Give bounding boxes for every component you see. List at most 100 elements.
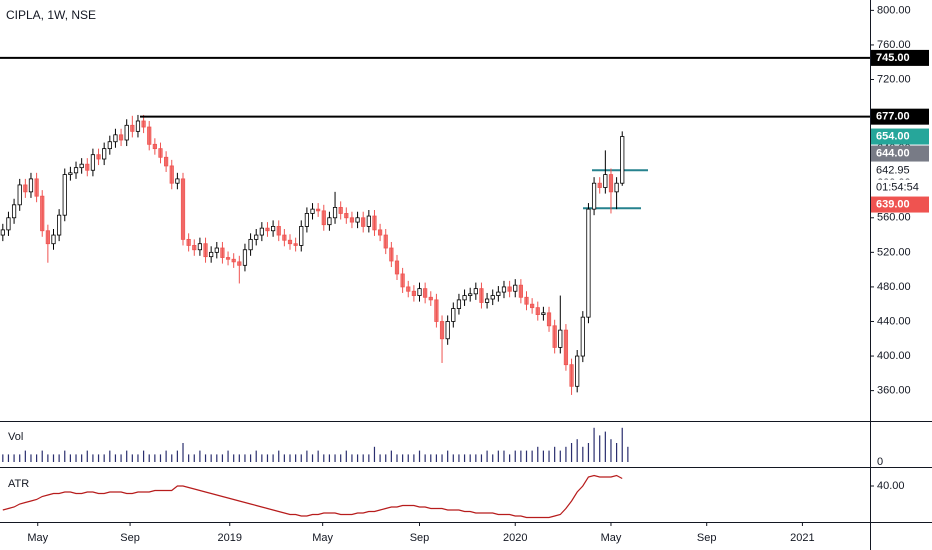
candle-body — [316, 208, 321, 212]
volume-bar — [407, 454, 409, 462]
x-tick-label: Sep — [697, 532, 717, 544]
candle-body — [591, 182, 597, 210]
candle-body — [175, 178, 180, 184]
volume-bar — [368, 454, 370, 462]
candle-body — [254, 234, 259, 240]
candle-body — [276, 226, 281, 236]
candle-body — [147, 126, 152, 145]
level-badge — [871, 108, 929, 125]
volume-bar — [351, 454, 353, 462]
volume-bar — [204, 454, 207, 462]
volume-bar — [452, 454, 454, 462]
candle-body — [51, 234, 56, 245]
candle-body — [479, 288, 484, 303]
candle-body — [558, 329, 563, 348]
candle-body — [377, 229, 383, 236]
candle-body — [608, 174, 614, 193]
candle-body — [394, 260, 400, 275]
candle-body — [141, 120, 146, 128]
candle-body — [349, 217, 355, 223]
candle-body — [586, 208, 591, 318]
candle-body — [265, 227, 270, 232]
volume-bar — [7, 454, 10, 462]
candle-body — [310, 208, 315, 214]
candle-body — [321, 210, 326, 226]
candle-body — [428, 296, 433, 301]
y-tick-label: 560.00 — [877, 212, 911, 224]
candle-body — [271, 226, 276, 232]
candle-body — [45, 230, 50, 245]
volume-bar — [244, 454, 246, 462]
volume-bar — [75, 454, 77, 462]
y-tick-label: 480.00 — [877, 281, 911, 293]
candle-body — [180, 178, 186, 240]
volume-bar — [126, 450, 128, 462]
candle-body — [209, 251, 214, 258]
candle-body — [507, 286, 512, 292]
candle-body — [620, 136, 625, 184]
candle-body — [102, 148, 107, 160]
volume-bar — [379, 454, 381, 462]
candle-body — [220, 247, 225, 258]
y-tick-label: 720.00 — [877, 73, 911, 85]
volume-bar — [142, 450, 145, 462]
volume-bar — [593, 427, 595, 462]
volume-bar — [261, 454, 263, 462]
price-label: 01:54:54 — [876, 181, 919, 193]
volume-bar — [469, 454, 471, 462]
candle-body — [597, 182, 602, 188]
volume-bar — [227, 450, 229, 462]
atr-label: ATR — [8, 478, 29, 490]
volume-bar — [537, 446, 539, 462]
candle-body — [79, 163, 84, 169]
candle-body — [164, 156, 169, 167]
candle-body — [524, 296, 529, 305]
candle-body — [96, 154, 101, 160]
candle-body — [282, 234, 287, 241]
candle-body — [400, 273, 405, 288]
volume-bar — [627, 446, 629, 462]
volume-tick-label: 0 — [877, 456, 883, 468]
volume-bar — [165, 450, 167, 462]
volume-bar — [188, 454, 190, 462]
volume-bar — [154, 454, 156, 462]
candle-body — [569, 364, 574, 387]
volume-bar — [514, 450, 516, 462]
volume-bar — [306, 450, 308, 462]
candle-body — [327, 217, 332, 226]
candle-body — [372, 215, 377, 231]
volume-bar — [171, 454, 173, 462]
x-tick-label: 2020 — [503, 532, 527, 544]
candle-body — [73, 167, 79, 174]
volume-bar — [548, 450, 550, 462]
volume-bar — [19, 454, 21, 462]
volume-bar — [193, 454, 195, 462]
chart-title: CIPLA, 1W, NSE — [6, 8, 96, 22]
candle-body — [355, 217, 360, 223]
volume-bar — [475, 454, 477, 462]
price-badge — [871, 196, 929, 213]
price-badge-label: 639.00 — [876, 198, 910, 210]
volume-bar — [565, 446, 567, 462]
volume-bar — [92, 454, 94, 462]
price-badge — [871, 162, 929, 179]
candle-body — [361, 217, 366, 227]
volume-bar — [210, 454, 212, 462]
candle-body — [40, 195, 45, 232]
volume-bar — [616, 443, 618, 462]
volume-bar — [47, 454, 49, 462]
candle-body — [225, 257, 231, 260]
volume-bar — [216, 454, 218, 462]
candle-body — [242, 249, 248, 266]
x-tick-label: May — [601, 532, 622, 544]
volume-bar — [587, 443, 590, 462]
x-tick-label: 2019 — [218, 532, 242, 544]
candle-body — [490, 295, 495, 300]
volume-bar — [334, 454, 336, 462]
volume-bar — [238, 454, 240, 462]
volume-bar — [278, 450, 280, 462]
volume-bar — [582, 446, 584, 462]
candle-body — [90, 154, 96, 171]
volume-bar — [503, 450, 505, 462]
volume-bar — [604, 431, 606, 462]
